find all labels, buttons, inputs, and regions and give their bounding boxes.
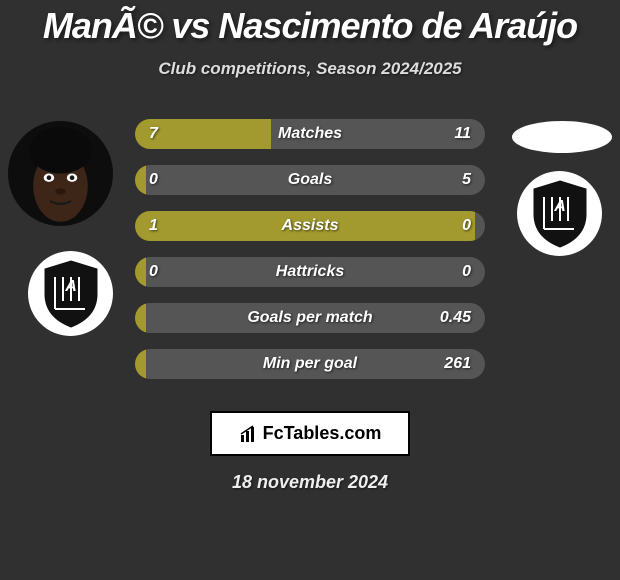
- stat-bar-content: 1 Assists 0: [135, 211, 485, 241]
- stat-row: 0 Goals 5: [135, 165, 485, 195]
- chart-icon: [239, 424, 259, 444]
- player-photo-left: [8, 121, 113, 226]
- comparison-area: A A 7 Matches 11 0 Goals 5 1 Assists 0 0 Hattricks…: [0, 111, 620, 401]
- stat-bar-content: 0 Goals 5: [135, 165, 485, 195]
- stat-bar-content: 0 Hattricks 0: [135, 257, 485, 287]
- stat-value-left: 0: [149, 263, 158, 281]
- club-logo-left: A: [28, 251, 113, 336]
- subtitle: Club competitions, Season 2024/2025: [0, 59, 620, 79]
- stat-value-left: 1: [149, 217, 158, 235]
- stat-value-right: 0: [462, 263, 471, 281]
- brand-logo: FcTables.com: [210, 411, 410, 456]
- player-photo-right: [512, 121, 612, 153]
- club-logo-right: A: [517, 171, 602, 256]
- stat-label: Hattricks: [276, 263, 344, 281]
- stat-bar-content: Goals per match 0.45: [135, 303, 485, 333]
- stat-label: Goals per match: [247, 309, 372, 327]
- stat-bar-content: Min per goal 261: [135, 349, 485, 379]
- stat-row: Min per goal 261: [135, 349, 485, 379]
- infographic-container: ManÃ© vs Nascimento de Araújo Club compe…: [0, 0, 620, 493]
- stat-label: Assists: [282, 217, 339, 235]
- stat-value-left: 0: [149, 171, 158, 189]
- stat-value-right: 5: [462, 171, 471, 189]
- player-face-icon: [8, 121, 113, 226]
- stat-label: Matches: [278, 125, 342, 143]
- stat-bar-content: 7 Matches 11: [135, 119, 485, 149]
- stat-row: 0 Hattricks 0: [135, 257, 485, 287]
- stat-value-right: 261: [444, 355, 471, 373]
- stat-value-right: 0.45: [440, 309, 471, 327]
- stat-value-right: 0: [462, 217, 471, 235]
- stat-rows: 7 Matches 11 0 Goals 5 1 Assists 0 0 Hattricks 0 Goa…: [135, 119, 485, 395]
- shield-icon: A: [529, 179, 591, 249]
- stat-label: Min per goal: [263, 355, 357, 373]
- page-title: ManÃ© vs Nascimento de Araújo: [0, 5, 620, 47]
- svg-text:A: A: [64, 278, 77, 295]
- footer-date: 18 november 2024: [0, 472, 620, 493]
- svg-text:A: A: [553, 198, 566, 215]
- stat-value-left: 7: [149, 125, 158, 143]
- brand-text: FcTables.com: [263, 423, 382, 444]
- stat-row: Goals per match 0.45: [135, 303, 485, 333]
- stat-label: Goals: [288, 171, 332, 189]
- shield-icon: A: [40, 259, 102, 329]
- stat-value-right: 11: [454, 125, 471, 143]
- stat-row: 7 Matches 11: [135, 119, 485, 149]
- stat-row: 1 Assists 0: [135, 211, 485, 241]
